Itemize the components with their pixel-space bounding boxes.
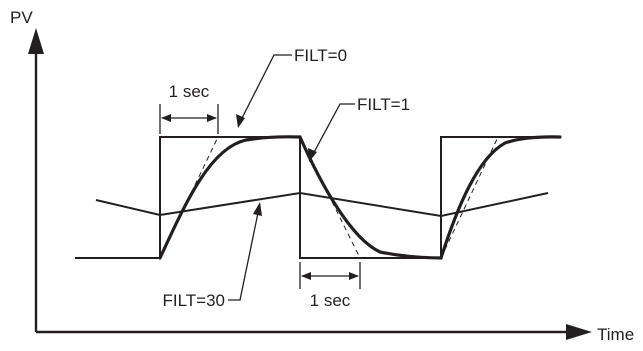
x-axis-arrow-icon xyxy=(566,324,592,340)
leader-arrow-icon xyxy=(308,148,317,162)
leader-arrow-icon xyxy=(236,114,245,128)
filt30-label: FILT=30 xyxy=(162,291,225,310)
tangent-rise-1 xyxy=(159,136,219,259)
filt1-curve xyxy=(158,135,562,260)
dim-arrow-right-icon xyxy=(349,272,359,280)
callout-filt0: FILT=0 xyxy=(236,46,347,128)
axes: PV Time xyxy=(10,8,634,344)
y-axis-label: PV xyxy=(10,8,33,27)
interval-label-fall: 1 sec xyxy=(310,291,351,310)
interval-marker-fall: 1 sec xyxy=(299,262,361,310)
x-axis-label: Time xyxy=(597,325,634,344)
callout-filt1: FILT=1 xyxy=(308,95,410,162)
callout-filt30: FILT=30 xyxy=(162,202,262,310)
interval-label-rise: 1 sec xyxy=(169,82,210,101)
tangent-rise-2 xyxy=(440,136,499,259)
leader-arrow-icon xyxy=(253,202,262,216)
dim-arrow-left-icon xyxy=(161,114,171,122)
filt0-square-wave xyxy=(75,136,560,259)
dim-arrow-left-icon xyxy=(301,272,311,280)
y-axis-arrow-icon xyxy=(28,28,44,54)
filt0-label: FILT=0 xyxy=(294,46,347,65)
interval-marker-rise: 1 sec xyxy=(159,82,219,134)
filt30-trace xyxy=(95,191,549,218)
dim-arrow-right-icon xyxy=(207,114,217,122)
filt1-label: FILT=1 xyxy=(357,95,410,114)
